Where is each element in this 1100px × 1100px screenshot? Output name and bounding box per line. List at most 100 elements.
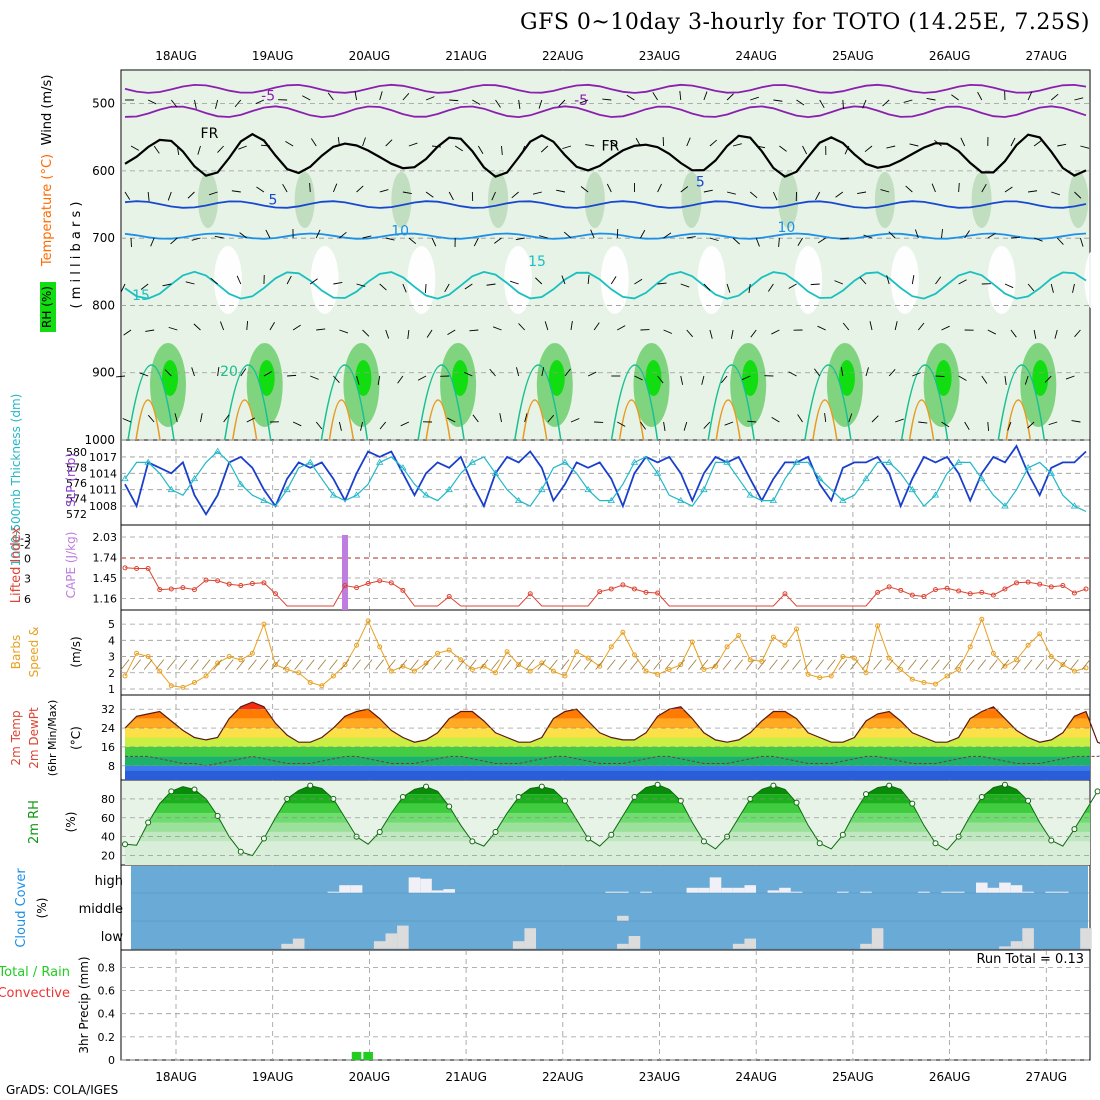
wind-barb: [934, 139, 942, 147]
thickness-marker: [862, 474, 870, 482]
wind-barb: [824, 413, 827, 423]
wind-barb: [747, 420, 757, 423]
wind-barb: [570, 321, 573, 331]
temp-band: [125, 746, 1090, 757]
wind-barb: [886, 145, 896, 149]
wind-barb: [168, 326, 178, 331]
rh2m-point: [631, 794, 638, 800]
cape-tick-label: 1.16: [93, 593, 118, 606]
cloud-bar-high: [443, 889, 455, 893]
wind-barb: [840, 367, 844, 377]
li-point: [782, 591, 788, 597]
wind-barb: [864, 145, 873, 153]
wind10m-barb: [143, 659, 153, 670]
wind-barb: [1050, 283, 1054, 293]
wind-barb: [431, 145, 442, 148]
wind10m-point: [689, 639, 695, 645]
thickness-marker: [653, 469, 662, 476]
precip-axis-title-full: Total / Rain Convective: [99, 1004, 100, 1006]
wind10m-barb: [931, 659, 940, 670]
wind-barb: [869, 321, 873, 331]
wind10m-barb: [595, 659, 605, 670]
wind10m-barb: [491, 659, 500, 670]
wind10m-point: [967, 644, 973, 650]
wind-barb: [941, 421, 950, 428]
rh-shade-high: [1032, 360, 1049, 396]
wind-barb: [1079, 237, 1084, 247]
wind-barb: [796, 99, 805, 106]
wind-barb: [590, 229, 595, 239]
wind10m-point: [504, 649, 510, 655]
wind-barb: [1050, 93, 1059, 101]
wind10m-barb: [965, 659, 975, 670]
wind-barb: [882, 99, 890, 107]
wind-barb: [194, 99, 197, 109]
date-label-top: 26AUG: [929, 49, 971, 63]
wind-barb: [726, 93, 734, 101]
li-point: [944, 585, 950, 591]
wind10m-barb: [618, 659, 628, 670]
wind-barb: [515, 237, 525, 241]
wind-barb: [310, 375, 319, 380]
wind10m-point: [296, 670, 302, 676]
wind-barb: [701, 375, 705, 385]
upper-axis-title-mb: ( m i l l i b a r s ): [69, 202, 84, 309]
wind-barb: [726, 191, 736, 195]
wind-barb: [516, 367, 520, 377]
wind-barb: [124, 191, 131, 200]
wind-barb: [1071, 420, 1081, 423]
wind-barb: [1074, 329, 1081, 338]
panel-frame-wind: [120, 609, 1091, 696]
wind10m-point: [527, 668, 533, 674]
wind-barb: [1057, 143, 1067, 147]
rh-shade-high: [548, 360, 565, 396]
pressure-tick-label: 600: [92, 164, 115, 178]
wind-barb: [286, 275, 292, 285]
rh-shade-high: [935, 360, 952, 396]
wind10m-barb: [1081, 659, 1091, 670]
pressure-tick-label: 1000: [84, 433, 115, 447]
wind-barb: [741, 375, 751, 381]
wind10m-barb: [1023, 659, 1033, 670]
wind-barb: [863, 234, 873, 239]
wind-barb: [217, 145, 224, 153]
wind-barb: [524, 413, 528, 423]
wind-barb: [1004, 283, 1014, 289]
temp-contour-FR: [124, 132, 1087, 178]
wind-barb: [495, 99, 501, 108]
li-point: [909, 592, 915, 598]
temp2m-line: [124, 701, 1100, 744]
wind-barb: [788, 371, 797, 377]
cloud-bar-high: [350, 885, 363, 893]
precip-tick-label: 0: [108, 1054, 115, 1067]
cloud-bar-high: [686, 887, 699, 893]
cloud-layer-label: high: [95, 874, 123, 889]
wind-barb: [315, 421, 323, 430]
wind-barb: [123, 329, 132, 336]
rh2m-point: [122, 841, 128, 848]
cloud-bar-high: [767, 890, 780, 893]
date-label-top: 22AUG: [542, 49, 584, 63]
thickness-marker: [1047, 469, 1055, 476]
wind10m-barb: [1070, 659, 1079, 670]
precip-tick-label: 0.8: [98, 961, 116, 974]
slp-tick-label: 1017: [89, 451, 117, 464]
wind-barb: [834, 280, 844, 285]
wind10m-point: [620, 629, 626, 635]
wind-barb: [489, 368, 496, 377]
wind-barb: [905, 185, 913, 193]
thickness-marker: [607, 496, 615, 504]
wind-barb: [749, 191, 758, 199]
li-point: [226, 581, 232, 587]
wind10m-barb: [1000, 659, 1010, 670]
wind-barb: [187, 191, 195, 199]
rh-dry-patch: [600, 246, 629, 314]
wind-barb: [215, 99, 219, 109]
li-point: [875, 589, 881, 595]
li-point: [655, 590, 661, 596]
wind-axis-title: Barbs: [9, 635, 23, 669]
wind10m-barb: [363, 659, 373, 670]
cloud-bar-high: [1022, 891, 1034, 893]
thickness-marker: [815, 474, 824, 482]
wind-barb: [170, 99, 178, 108]
